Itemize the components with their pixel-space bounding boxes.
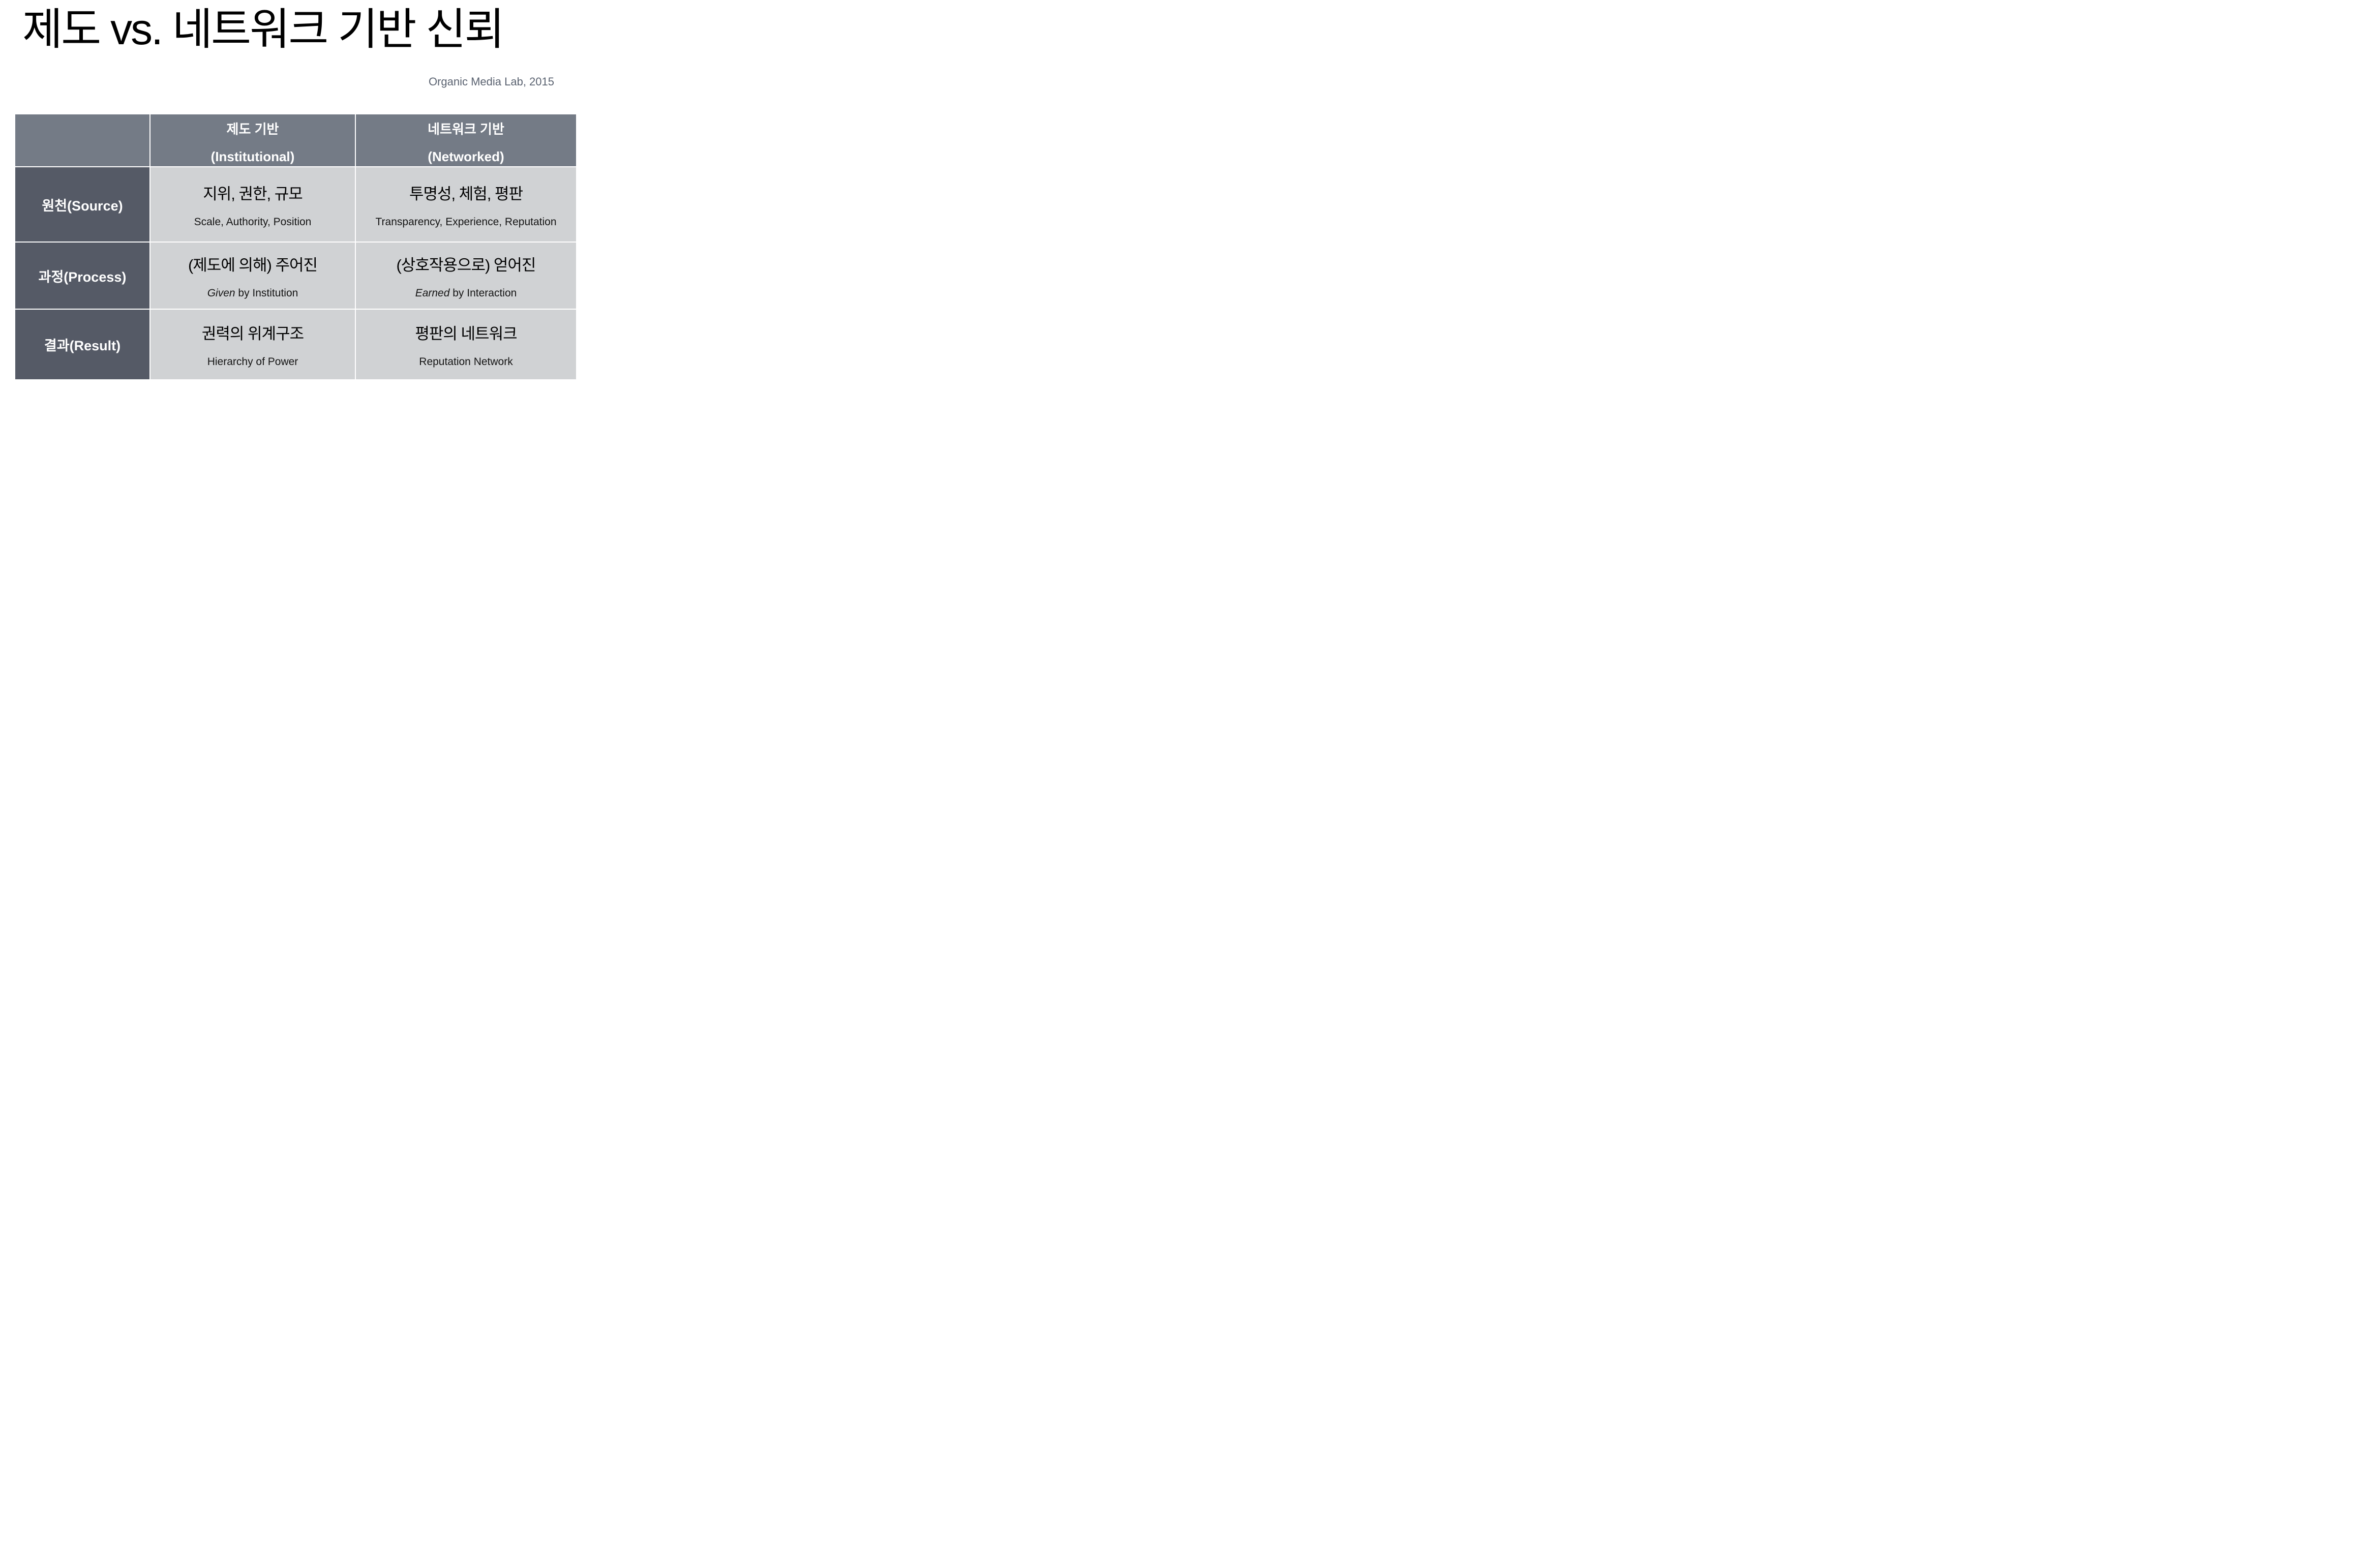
cell-source-networked-en: Transparency, Experience, Reputation	[375, 216, 557, 228]
cell-result-institutional: 권력의 위계구조 Hierarchy of Power	[150, 310, 355, 379]
cell-process-institutional-en-italic: Given	[207, 287, 235, 299]
row-label-result: 결과(Result)	[15, 310, 149, 379]
cell-process-institutional: (제도에 의해) 주어진 Given by Institution	[150, 243, 355, 309]
cell-process-networked-en-italic: Earned	[415, 287, 450, 299]
cell-result-networked-ko: 평판의 네트워크	[415, 325, 517, 343]
col-header-networked-en: (Networked)	[428, 149, 504, 164]
cell-source-institutional-en: Scale, Authority, Position	[194, 216, 312, 228]
cell-source-networked: 투명성, 체험, 평판 Transparency, Experience, Re…	[356, 167, 576, 242]
cell-process-institutional-ko: (제도에 의해) 주어진	[188, 256, 318, 274]
cell-process-institutional-en: Given by Institution	[207, 287, 298, 299]
col-header-institutional-ko: 제도 기반	[226, 122, 279, 137]
cell-source-networked-ko: 투명성, 체험, 평판	[409, 185, 523, 203]
comparison-table: 제도 기반 (Institutional) 네트워크 기반 (Networked…	[15, 114, 576, 379]
cell-process-networked-en: Earned by Interaction	[415, 287, 517, 299]
col-header-institutional-en: (Institutional)	[210, 149, 295, 164]
cell-source-institutional-ko: 지위, 권한, 규모	[203, 185, 303, 203]
cell-result-networked-en: Reputation Network	[419, 356, 513, 368]
page-title: 제도 vs. 네트워크 기반 신뢰	[22, 5, 505, 54]
cell-process-institutional-en-rest: by Institution	[235, 287, 298, 299]
cell-result-networked: 평판의 네트워크 Reputation Network	[356, 310, 576, 379]
slide: 제도 vs. 네트워크 기반 신뢰 Organic Media Lab, 201…	[0, 0, 588, 392]
col-header-networked: 네트워크 기반 (Networked)	[356, 114, 576, 166]
cell-source-institutional: 지위, 권한, 규모 Scale, Authority, Position	[150, 167, 355, 242]
cell-result-institutional-ko: 권력의 위계구조	[201, 325, 304, 343]
row-label-process: 과정(Process)	[15, 243, 149, 309]
credit-text: Organic Media Lab, 2015	[428, 75, 554, 88]
col-header-institutional: 제도 기반 (Institutional)	[150, 114, 355, 166]
row-label-source: 원천(Source)	[15, 167, 149, 242]
table-corner-cell	[15, 114, 149, 166]
cell-process-networked: (상호작용으로) 얻어진 Earned by Interaction	[356, 243, 576, 309]
cell-process-networked-ko: (상호작용으로) 얻어진	[396, 256, 536, 274]
col-header-networked-ko: 네트워크 기반	[428, 122, 504, 137]
cell-process-networked-en-rest: by Interaction	[449, 287, 517, 299]
cell-result-institutional-en: Hierarchy of Power	[207, 356, 298, 368]
